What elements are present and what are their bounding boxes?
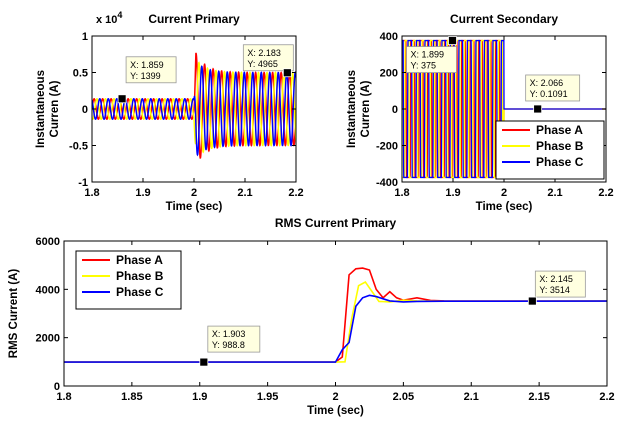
- x-tick-label: 2.2: [599, 391, 614, 403]
- x-tick-label: 2.2: [288, 187, 303, 199]
- y-tick-label: 0: [82, 104, 88, 116]
- series-group: [64, 267, 607, 363]
- x-tick-label: 1.95: [257, 391, 278, 403]
- x-tick-label: 2.2: [598, 187, 613, 199]
- datatip-y-text: Y: 3514: [539, 285, 570, 295]
- x-axis-label: Time (sec): [476, 201, 533, 213]
- datatip-marker: [527, 296, 537, 306]
- datatip-y-text: Y: 988.8: [212, 340, 245, 350]
- datatip-x-text: X: 1.899: [410, 50, 444, 60]
- y-tick-label: 0: [392, 104, 398, 116]
- y-tick-label: -400: [376, 177, 398, 189]
- datatip-box: [242, 44, 294, 72]
- x-axis-label: Time (sec): [166, 201, 223, 213]
- legend-label: Phase B: [116, 269, 164, 283]
- y-tick-label: 0.5: [73, 68, 88, 80]
- datatip-box: [525, 74, 581, 102]
- x-tick-label: 2: [191, 187, 197, 199]
- y-tick-label: 0: [54, 381, 60, 393]
- datatip-marker: [282, 68, 292, 78]
- datatip-x-text: X: 2.145: [539, 274, 573, 284]
- series-group: [402, 39, 606, 179]
- datatip-marker: [117, 94, 127, 104]
- y-tick-label: 6000: [36, 236, 60, 248]
- y-tick-label: 2000: [36, 333, 60, 345]
- series-line-phase-c: [64, 294, 607, 363]
- datatip-y-text: Y: 0.1091: [530, 89, 568, 99]
- datatip-y-text: Y: 1399: [130, 71, 161, 81]
- x-tick-label: 2.1: [547, 187, 562, 199]
- chart-title: RMS Current Primary: [275, 216, 397, 230]
- datatip-y-text: Y: 4965: [247, 59, 278, 69]
- x-tick-label: 1.8: [394, 187, 409, 199]
- x-tick-label: 1.85: [121, 391, 142, 403]
- legend-label: Phase B: [536, 139, 584, 153]
- series-line-phase-c: [402, 39, 606, 179]
- datatip-box: [125, 56, 177, 84]
- datatip-x-text: X: 2.066: [530, 78, 564, 88]
- chart-current-secondary: 1.8 1.9 2 2.1 2.2 -400 -200 0 200 400 Current Seco…: [346, 12, 614, 213]
- datatip-y-text: Y: 375: [410, 61, 436, 71]
- x-tick-label: 2.1: [464, 391, 479, 403]
- legend-label: Phase A: [536, 123, 583, 137]
- y-axis-label: Instantaneous Curren (A): [346, 70, 372, 148]
- x-tick-label: 2: [332, 391, 338, 403]
- legend-label: Phase C: [536, 155, 584, 169]
- x-tick-label: 2.1: [237, 187, 252, 199]
- datatip-x-text: X: 2.183: [247, 48, 281, 58]
- datatip-marker: [448, 36, 457, 45]
- datatip-x-text: X: 1.859: [130, 60, 164, 70]
- x-tick-label: 1.9: [445, 187, 460, 199]
- y-tick-label: 400: [380, 31, 398, 43]
- legend-label: Phase C: [116, 285, 164, 299]
- datatip-box: [534, 270, 586, 298]
- y-tick-label: 4000: [36, 284, 60, 296]
- y-tick-label: -0.5: [69, 141, 88, 153]
- x-tick-label: 1.9: [135, 187, 150, 199]
- x-tick-label: 2: [501, 187, 507, 199]
- chart-title: Current Secondary: [450, 12, 558, 26]
- datatip-marker: [533, 104, 543, 114]
- y-axis-label: RMS Current (A): [8, 269, 20, 359]
- y-axis-label: Instantaneous Curren (A): [35, 70, 61, 148]
- y-tick-label: -200: [376, 141, 398, 153]
- x-tick-label: 1.8: [84, 187, 99, 199]
- chart-rms-current-primary: 1.8 1.85 1.9 1.95 2 2.05 2.1 2.15 2.2 0 2000 4000 60…: [8, 216, 615, 417]
- legend-label: Phase A: [116, 253, 163, 267]
- x-tick-label: 2.15: [528, 391, 549, 403]
- x-tick-label: 1.8: [56, 391, 71, 403]
- y-axis-exponent: x 104: [96, 10, 122, 26]
- x-axis-label: Time (sec): [307, 405, 364, 417]
- y-tick-label: 1: [82, 31, 88, 43]
- series-line-phase-b: [92, 61, 296, 154]
- legend: Phase A Phase B Phase C: [495, 120, 605, 180]
- datatip-x-text: X: 1.903: [212, 329, 246, 339]
- chart-current-primary: 1.8 1.9 2 2.1 2.2 -1 -0.5 0 0.5 1 Current Primary T…: [35, 10, 304, 213]
- datatip-box: [207, 325, 261, 353]
- y-tick-label: -1: [78, 177, 88, 189]
- x-tick-label: 2.05: [393, 391, 414, 403]
- datatip-box: [406, 46, 457, 73]
- chart-title: Current Primary: [148, 12, 240, 26]
- series-line-phase-a: [92, 52, 296, 159]
- y-tick-label: 200: [380, 68, 398, 80]
- x-tick-label: 1.9: [192, 391, 207, 403]
- datatip-marker: [199, 357, 209, 367]
- legend: Phase A Phase B Phase C: [75, 250, 182, 310]
- series-line-phase-a: [64, 267, 607, 363]
